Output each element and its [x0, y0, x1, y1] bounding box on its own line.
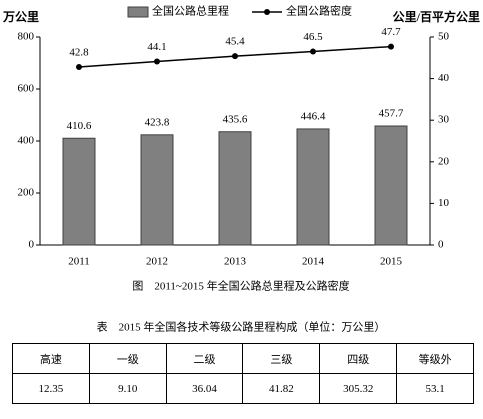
line-marker — [310, 48, 316, 55]
data-label: 46.5 — [303, 31, 323, 43]
table-cell: 9.10 — [88, 373, 167, 404]
chart: 万公里 公里/百平方公里 图 2011~2015 年全国公路总里程及公路密度 表… — [2, 4, 480, 334]
data-label: 446.4 — [301, 110, 326, 122]
table-cell: 四级 — [319, 343, 398, 374]
y2-tick-label: 50 — [438, 31, 450, 43]
y-tick-label: 600 — [18, 83, 35, 95]
table-row: 高速 一级 二级 三级 四级 等级外 — [12, 343, 474, 374]
y2-tick-label: 30 — [438, 114, 450, 126]
y-tick-label: 200 — [18, 187, 35, 199]
data-label: 42.8 — [69, 46, 89, 58]
bar — [62, 137, 96, 246]
y2-tick-label: 0 — [438, 239, 444, 251]
y-tick-label: 400 — [18, 135, 35, 147]
y2-tick-label: 20 — [438, 155, 450, 167]
data-label: 457.7 — [379, 108, 404, 120]
table-cell: 36.04 — [165, 373, 244, 404]
bar — [140, 134, 174, 246]
x-tick-label: 2011 — [68, 256, 90, 268]
data-label: 44.1 — [147, 41, 166, 53]
y-tick-label: 800 — [18, 31, 35, 43]
legend-label: 全国公路密度 — [286, 4, 352, 18]
y-axis-label: 万公里 — [2, 9, 39, 24]
x-tick-label: 2015 — [380, 256, 403, 268]
x-tick-label: 2014 — [302, 256, 325, 268]
y-tick-label: 0 — [29, 239, 35, 251]
x-tick-label: 2012 — [146, 256, 168, 268]
line-marker — [232, 53, 238, 60]
line-marker — [76, 63, 82, 70]
table-cell: 305.32 — [319, 373, 398, 404]
line-marker — [154, 58, 160, 65]
table-cell: 等级外 — [396, 343, 474, 374]
y2-tick-label: 40 — [438, 72, 450, 84]
data-label: 47.7 — [381, 26, 401, 38]
table-cell: 53.1 — [396, 373, 474, 404]
legend-swatch — [127, 6, 149, 18]
bar — [218, 131, 252, 246]
table-cell: 三级 — [242, 343, 321, 374]
data-label: 435.6 — [223, 113, 248, 125]
table-cell: 高速 — [12, 343, 90, 374]
y2-tick-label: 10 — [438, 197, 450, 209]
table-cell: 二级 — [165, 343, 244, 374]
y2-axis-label: 公里/百平方公里 — [393, 9, 480, 24]
table-cell: 一级 — [88, 343, 167, 374]
legend-label: 全国公路总里程 — [152, 4, 229, 18]
bar — [374, 125, 408, 246]
table-cell: 41.82 — [242, 373, 321, 404]
data-label: 410.6 — [67, 120, 92, 132]
bar — [296, 128, 330, 246]
line-marker — [388, 43, 394, 50]
data-table: 高速 一级 二级 三级 四级 等级外 12.35 9.10 36.04 41.82 305.32 53… — [12, 343, 474, 404]
x-tick-label: 2013 — [224, 256, 247, 268]
table-row: 12.35 9.10 36.04 41.82 305.32 53.1 — [12, 373, 474, 404]
data-label: 45.4 — [225, 36, 245, 48]
table-cell: 12.35 — [12, 373, 90, 404]
table-title: 表 2015 年全国各技术等级公路里程构成（单位：万公里） — [97, 320, 386, 334]
legend-marker — [264, 9, 270, 15]
caption: 图 2011~2015 年全国公路总里程及公路密度 — [132, 279, 349, 293]
data-label: 423.8 — [145, 116, 170, 128]
